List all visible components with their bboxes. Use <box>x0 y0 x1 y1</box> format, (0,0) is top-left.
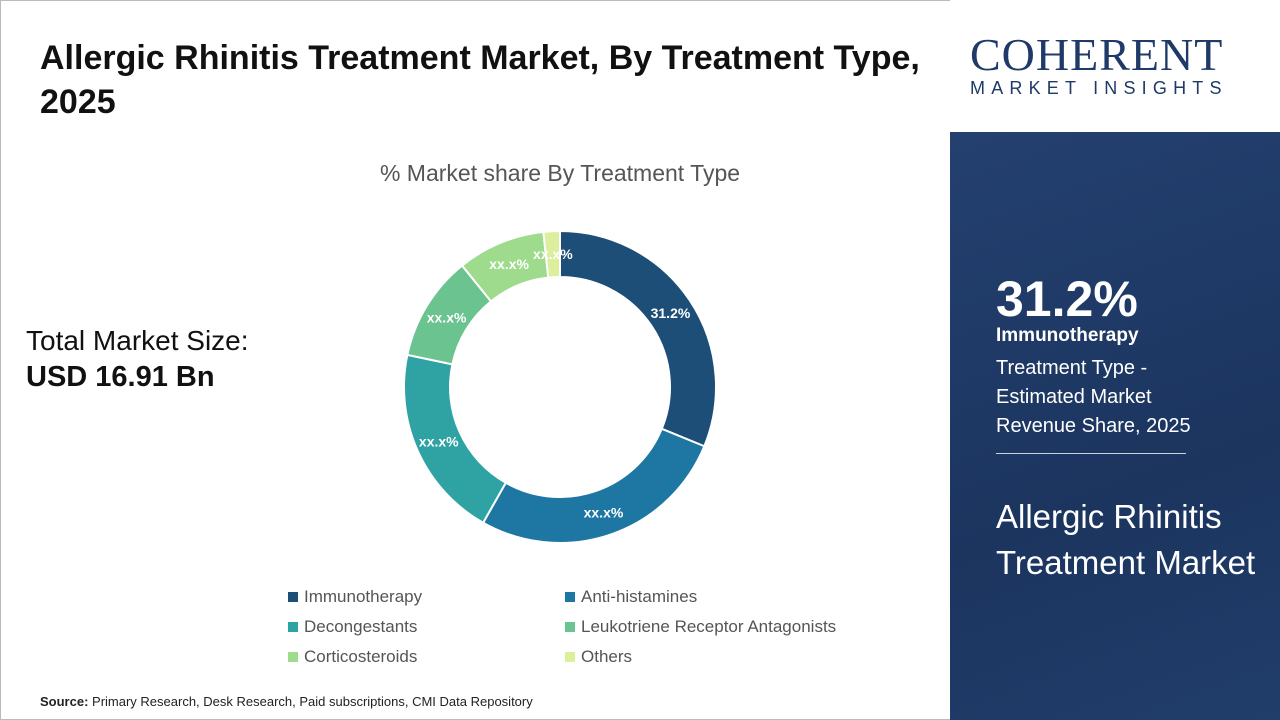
legend-item: Anti-histamines <box>565 586 865 608</box>
legend-item: Others <box>565 646 865 668</box>
highlight-segment: Immunotherapy <box>996 325 1139 346</box>
legend-label: Immunotherapy <box>304 587 423 606</box>
legend-swatch <box>288 622 298 632</box>
legend-swatch <box>565 622 575 632</box>
chart-legend: Immunotherapy Anti-histamines Decongestant… <box>288 586 865 668</box>
donut-slice-immunotherapy <box>559 229 717 448</box>
legend-label: Anti-histamines <box>581 587 698 606</box>
total-label: Total Market Size: <box>26 325 249 356</box>
legend-item: Decongestants <box>288 616 565 638</box>
page-title: Allergic Rhinitis Treatment Market, By T… <box>40 39 920 121</box>
source-note: Source: Primary Research, Desk Research,… <box>40 694 533 709</box>
coherent-logo: COHERENT MARKET INSIGHTS <box>950 0 1280 132</box>
source-text: Primary Research, Desk Research, Paid su… <box>92 694 533 709</box>
legend-item: Leukotriene Receptor Antagonists <box>565 616 865 638</box>
data-label: xx.x% <box>584 505 624 521</box>
data-label: 31.2% <box>651 305 691 321</box>
logo-wordmark: COHERENT <box>970 29 1224 80</box>
legend-label: Decongestants <box>304 617 418 636</box>
highlight-panel: 31.2% Immunotherapy Treatment Type - Est… <box>950 132 1280 720</box>
logo-tagline: MARKET INSIGHTS <box>970 78 1228 98</box>
legend-swatch <box>565 652 575 662</box>
donut-slice-others <box>542 229 561 279</box>
legend-swatch <box>565 592 575 602</box>
data-label: xx.x% <box>419 434 459 450</box>
divider <box>996 453 1186 454</box>
legend-item: Immunotherapy <box>288 586 565 608</box>
donut-chart: 31.2%xx.x%xx.x%xx.x%xx.x%xx.x% <box>403 229 717 544</box>
total-value: USD 16.91 Bn <box>26 361 215 393</box>
legend-item: Corticosteroids <box>288 646 565 668</box>
source-label: Source: <box>40 694 89 709</box>
legend-swatch <box>288 592 298 602</box>
legend-label: Leukotriene Receptor Antagonists <box>581 617 837 636</box>
data-label: xx.x% <box>533 246 573 262</box>
data-label: xx.x% <box>427 310 467 326</box>
total-market-size: Total Market Size: USD 16.91 Bn <box>26 325 249 394</box>
data-label: xx.x% <box>489 256 529 272</box>
legend-label: Corticosteroids <box>304 647 418 666</box>
legend-swatch <box>288 652 298 662</box>
legend-label: Others <box>581 647 633 666</box>
chart-title: % Market share By Treatment Type <box>379 160 741 186</box>
market-name: Allergic Rhinitis Treatment Market <box>996 498 1256 581</box>
donut-slice-anti-histamines <box>481 427 706 544</box>
highlight-percent: 31.2% <box>996 271 1138 327</box>
highlight-description: Treatment Type - Estimated Market Revenu… <box>996 357 1191 437</box>
